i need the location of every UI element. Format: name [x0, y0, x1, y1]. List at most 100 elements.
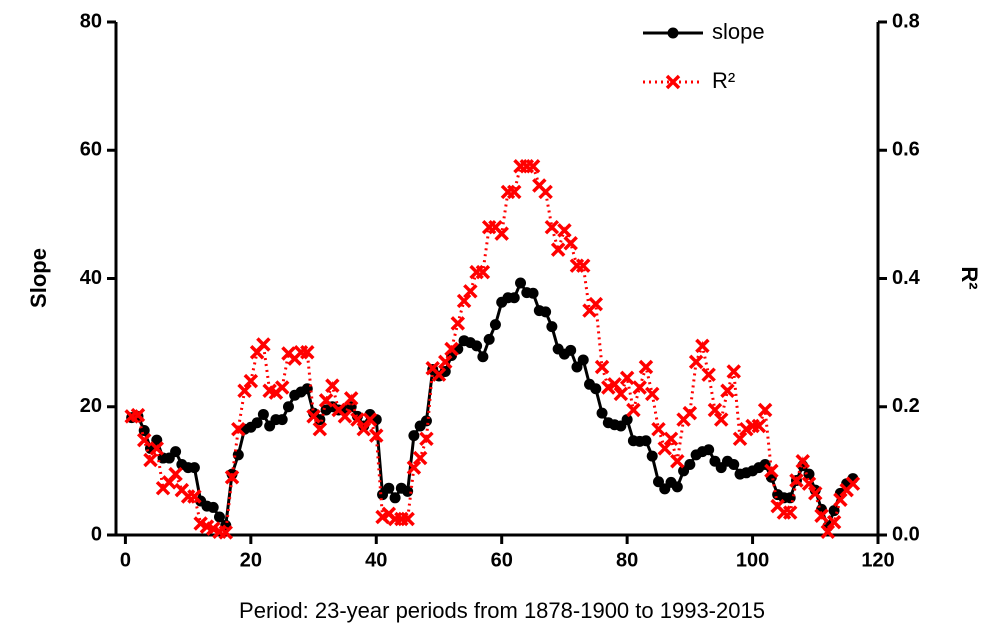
- marker: [703, 444, 715, 456]
- marker: [713, 412, 729, 427]
- marker: [619, 370, 635, 386]
- x-tick-label: 0: [120, 549, 131, 571]
- marker: [300, 345, 315, 360]
- marker: [489, 319, 501, 331]
- marker: [575, 258, 591, 273]
- marker: [695, 338, 710, 354]
- series-line: [131, 279, 854, 531]
- marker: [607, 377, 622, 392]
- y-tick-label: 40: [80, 267, 102, 289]
- marker: [475, 264, 491, 280]
- y2-axis-label: R²: [957, 266, 982, 289]
- marker: [613, 386, 629, 402]
- marker: [782, 505, 798, 520]
- y2-tick-label: 0.0: [892, 523, 920, 545]
- y2-tick-label: 0.6: [892, 139, 920, 161]
- marker: [707, 402, 723, 418]
- legend-marker: [665, 74, 681, 90]
- marker: [684, 458, 696, 470]
- marker: [149, 441, 165, 456]
- marker: [525, 159, 541, 174]
- marker: [732, 431, 748, 447]
- marker: [408, 430, 420, 442]
- marker: [420, 415, 432, 427]
- marker: [477, 351, 489, 363]
- marker: [527, 287, 539, 299]
- legend-marker: [667, 27, 679, 39]
- marker: [563, 235, 578, 251]
- marker: [663, 431, 679, 447]
- marker: [764, 463, 779, 479]
- marker: [550, 242, 566, 257]
- marker: [594, 359, 610, 375]
- y-axis-label: Slope: [26, 248, 51, 308]
- marker: [508, 292, 520, 304]
- x-axis-label: Period: 23-year periods from 1878-1900 t…: [239, 598, 765, 623]
- y-tick-label: 60: [80, 139, 102, 161]
- marker: [820, 524, 836, 540]
- marker: [232, 449, 244, 461]
- marker: [444, 341, 459, 357]
- legend-label: R²: [712, 68, 735, 93]
- marker: [312, 421, 328, 437]
- marker: [507, 184, 522, 200]
- marker: [544, 219, 560, 235]
- marker: [688, 354, 704, 370]
- marker: [540, 306, 552, 318]
- marker: [590, 383, 602, 395]
- marker: [274, 380, 290, 395]
- marker: [795, 454, 810, 469]
- marker: [463, 284, 478, 299]
- marker: [546, 321, 558, 333]
- marker: [726, 364, 741, 379]
- marker: [431, 367, 447, 382]
- marker: [789, 473, 804, 488]
- marker: [318, 393, 334, 408]
- marker: [400, 511, 415, 527]
- marker: [784, 492, 796, 504]
- marker: [356, 421, 371, 437]
- y-tick-label: 20: [80, 395, 102, 417]
- y-tick-label: 0: [91, 523, 102, 545]
- marker: [515, 277, 527, 289]
- marker: [621, 414, 633, 426]
- marker: [720, 383, 735, 398]
- marker: [814, 508, 829, 524]
- y2-tick-label: 0.4: [892, 267, 921, 289]
- marker: [808, 486, 823, 501]
- marker: [596, 407, 608, 419]
- marker: [671, 481, 683, 493]
- marker: [657, 441, 673, 456]
- marker: [803, 468, 815, 480]
- marker: [343, 391, 359, 406]
- marker: [282, 401, 294, 413]
- marker: [256, 337, 271, 352]
- marker: [494, 226, 509, 241]
- marker: [257, 408, 269, 420]
- x-tick-label: 60: [491, 549, 513, 571]
- marker: [350, 412, 365, 427]
- marker: [751, 418, 767, 434]
- marker: [577, 354, 589, 366]
- marker: [412, 450, 428, 466]
- marker: [213, 511, 225, 523]
- legend-label: slope: [712, 19, 765, 44]
- marker: [143, 452, 158, 468]
- marker: [845, 476, 861, 491]
- marker: [640, 435, 652, 447]
- marker: [757, 402, 773, 418]
- marker: [325, 378, 340, 393]
- marker: [187, 489, 202, 504]
- marker: [438, 354, 453, 370]
- marker: [646, 450, 658, 462]
- marker: [632, 380, 647, 395]
- marker: [136, 432, 152, 448]
- marker: [276, 414, 288, 426]
- marker: [188, 462, 200, 474]
- marker: [701, 367, 716, 382]
- marker: [402, 485, 414, 497]
- marker: [483, 333, 495, 345]
- marker: [557, 223, 572, 238]
- marker: [224, 470, 240, 485]
